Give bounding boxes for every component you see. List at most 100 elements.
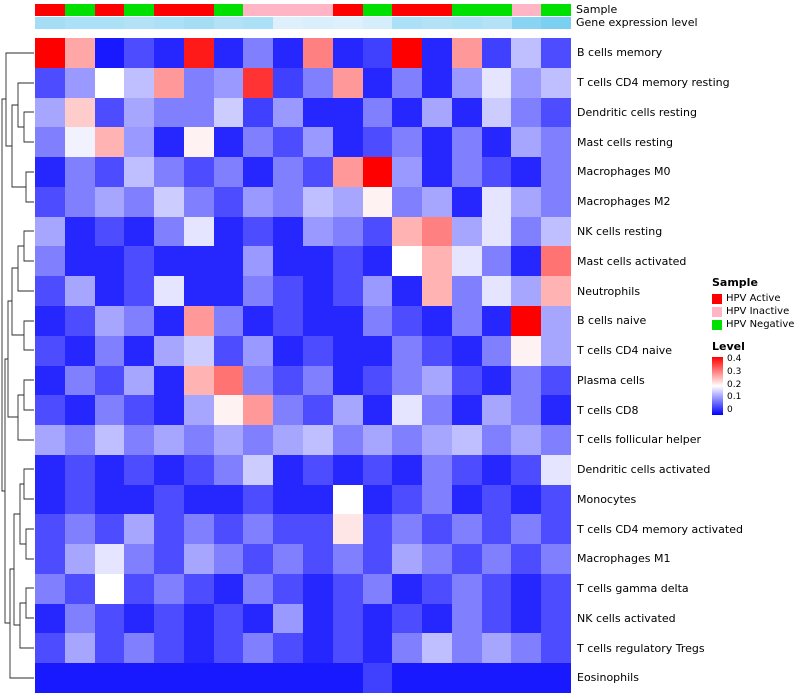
heatmap-cell	[332, 514, 363, 545]
dendrogram-lines	[1, 52, 34, 679]
heatmap-cell	[154, 97, 184, 128]
heatmap-cell	[124, 335, 155, 366]
colorbar-tick-label: 0.4	[727, 354, 742, 364]
heatmap-cell	[511, 663, 542, 693]
row-label: Neutrophils	[577, 284, 641, 298]
legend-sample-entries: HPV Active HPV Inactive HPV Negative	[712, 293, 794, 330]
heatmap-cell	[243, 305, 274, 336]
heatmap-cell	[481, 216, 512, 247]
heatmap-cell	[213, 97, 244, 128]
heatmap-cell	[64, 38, 95, 68]
heatmap-cell	[243, 633, 274, 664]
heatmap-cell	[64, 603, 95, 634]
heatmap-cell	[243, 157, 274, 187]
heatmap-cell	[124, 97, 155, 128]
heatmap-cell	[303, 425, 333, 455]
heatmap-cell	[35, 365, 65, 396]
heatmap-cell	[422, 573, 452, 604]
heatmap-cell	[541, 276, 571, 306]
row-label: Eosinophils	[577, 671, 639, 685]
heatmap-cell	[392, 276, 423, 306]
heatmap-cell	[243, 514, 274, 545]
heatmap-cell	[541, 216, 571, 247]
heatmap-cell	[392, 365, 423, 396]
legend-sample-entry: HPV Negative	[712, 319, 794, 330]
heatmap-cell	[183, 454, 214, 485]
heatmap-cell	[35, 305, 65, 336]
colorbar-tick-label: 0.2	[727, 379, 742, 390]
gene-expression-annotation-cell	[35, 17, 65, 29]
heatmap-cell	[35, 484, 65, 515]
heatmap-cell	[124, 544, 155, 574]
heatmap-cell	[64, 276, 95, 306]
heatmap-cell	[35, 246, 65, 277]
heatmap-cell	[273, 544, 303, 574]
heatmap-cell	[422, 305, 452, 336]
heatmap-cell	[273, 425, 303, 455]
heatmap-cell	[183, 157, 214, 187]
heatmap-cell	[303, 633, 333, 664]
heatmap-cell	[124, 454, 155, 485]
heatmap-cell	[94, 127, 125, 158]
heatmap-cell	[541, 335, 571, 366]
heatmap-cell	[303, 544, 333, 574]
heatmap-cell	[124, 425, 155, 455]
heatmap-cell	[94, 335, 125, 366]
heatmap-cell	[183, 216, 214, 247]
row-label: Macrophages M0	[577, 165, 671, 179]
heatmap-cell	[94, 365, 125, 396]
heatmap-cell	[183, 276, 214, 306]
heatmap-cell	[124, 365, 155, 396]
heatmap-cell	[124, 663, 155, 693]
heatmap-cell	[511, 276, 542, 306]
heatmap-cell	[94, 603, 125, 634]
gene-expression-annotation-cell	[303, 17, 333, 29]
heatmap-cell	[154, 246, 184, 277]
heatmap-cell	[243, 276, 274, 306]
row-label: Monocytes	[577, 492, 637, 506]
heatmap-cell	[362, 633, 393, 664]
heatmap-cell	[154, 454, 184, 485]
row-label: B cells naive	[577, 314, 647, 328]
row-label: T cells CD4 memory resting	[577, 76, 730, 90]
heatmap-cell	[64, 425, 95, 455]
heatmap-cell	[362, 67, 393, 98]
heatmap-cell	[332, 335, 363, 366]
gene-expression-annotation-cell	[183, 17, 214, 29]
gene-expression-annotation-cell	[273, 17, 304, 29]
heatmap-cell	[303, 276, 333, 306]
sample-annotation-cell	[213, 4, 244, 16]
heatmap-cell	[183, 365, 214, 396]
row-label: NK cells resting	[577, 224, 663, 238]
heatmap-cell	[183, 633, 214, 664]
heatmap-cell	[243, 603, 274, 634]
heatmap-cell	[422, 633, 452, 664]
heatmap-cell	[541, 127, 571, 158]
sample-annotation-cell	[511, 4, 542, 16]
heatmap-cell	[332, 38, 363, 68]
heatmap-cell	[35, 395, 65, 426]
heatmap-cell	[64, 514, 95, 545]
heatmap-cell	[94, 514, 125, 545]
legend-sample-entry: HPV Inactive	[712, 306, 794, 317]
heatmap-cell	[183, 97, 214, 128]
heatmap-cell	[481, 67, 512, 98]
heatmap-cell	[392, 127, 423, 158]
heatmap-cell	[154, 186, 184, 217]
heatmap-cell	[124, 216, 155, 247]
heatmap-cell	[332, 365, 363, 396]
heatmap-cell	[124, 127, 155, 158]
heatmap-cell	[422, 246, 452, 277]
heatmap-cell	[213, 573, 244, 604]
heatmap-cell	[362, 305, 393, 336]
heatmap-cell	[154, 395, 184, 426]
legend-sample-title: Sample	[712, 276, 758, 289]
heatmap-cell	[481, 484, 512, 515]
heatmap-cell	[243, 127, 274, 158]
heatmap-cell	[541, 633, 571, 664]
legend-entry-label: HPV Negative	[726, 319, 795, 330]
heatmap-cell	[154, 335, 184, 366]
heatmap-cell	[422, 157, 452, 187]
heatmap-cell	[392, 67, 423, 98]
heatmap-cell	[511, 127, 542, 158]
